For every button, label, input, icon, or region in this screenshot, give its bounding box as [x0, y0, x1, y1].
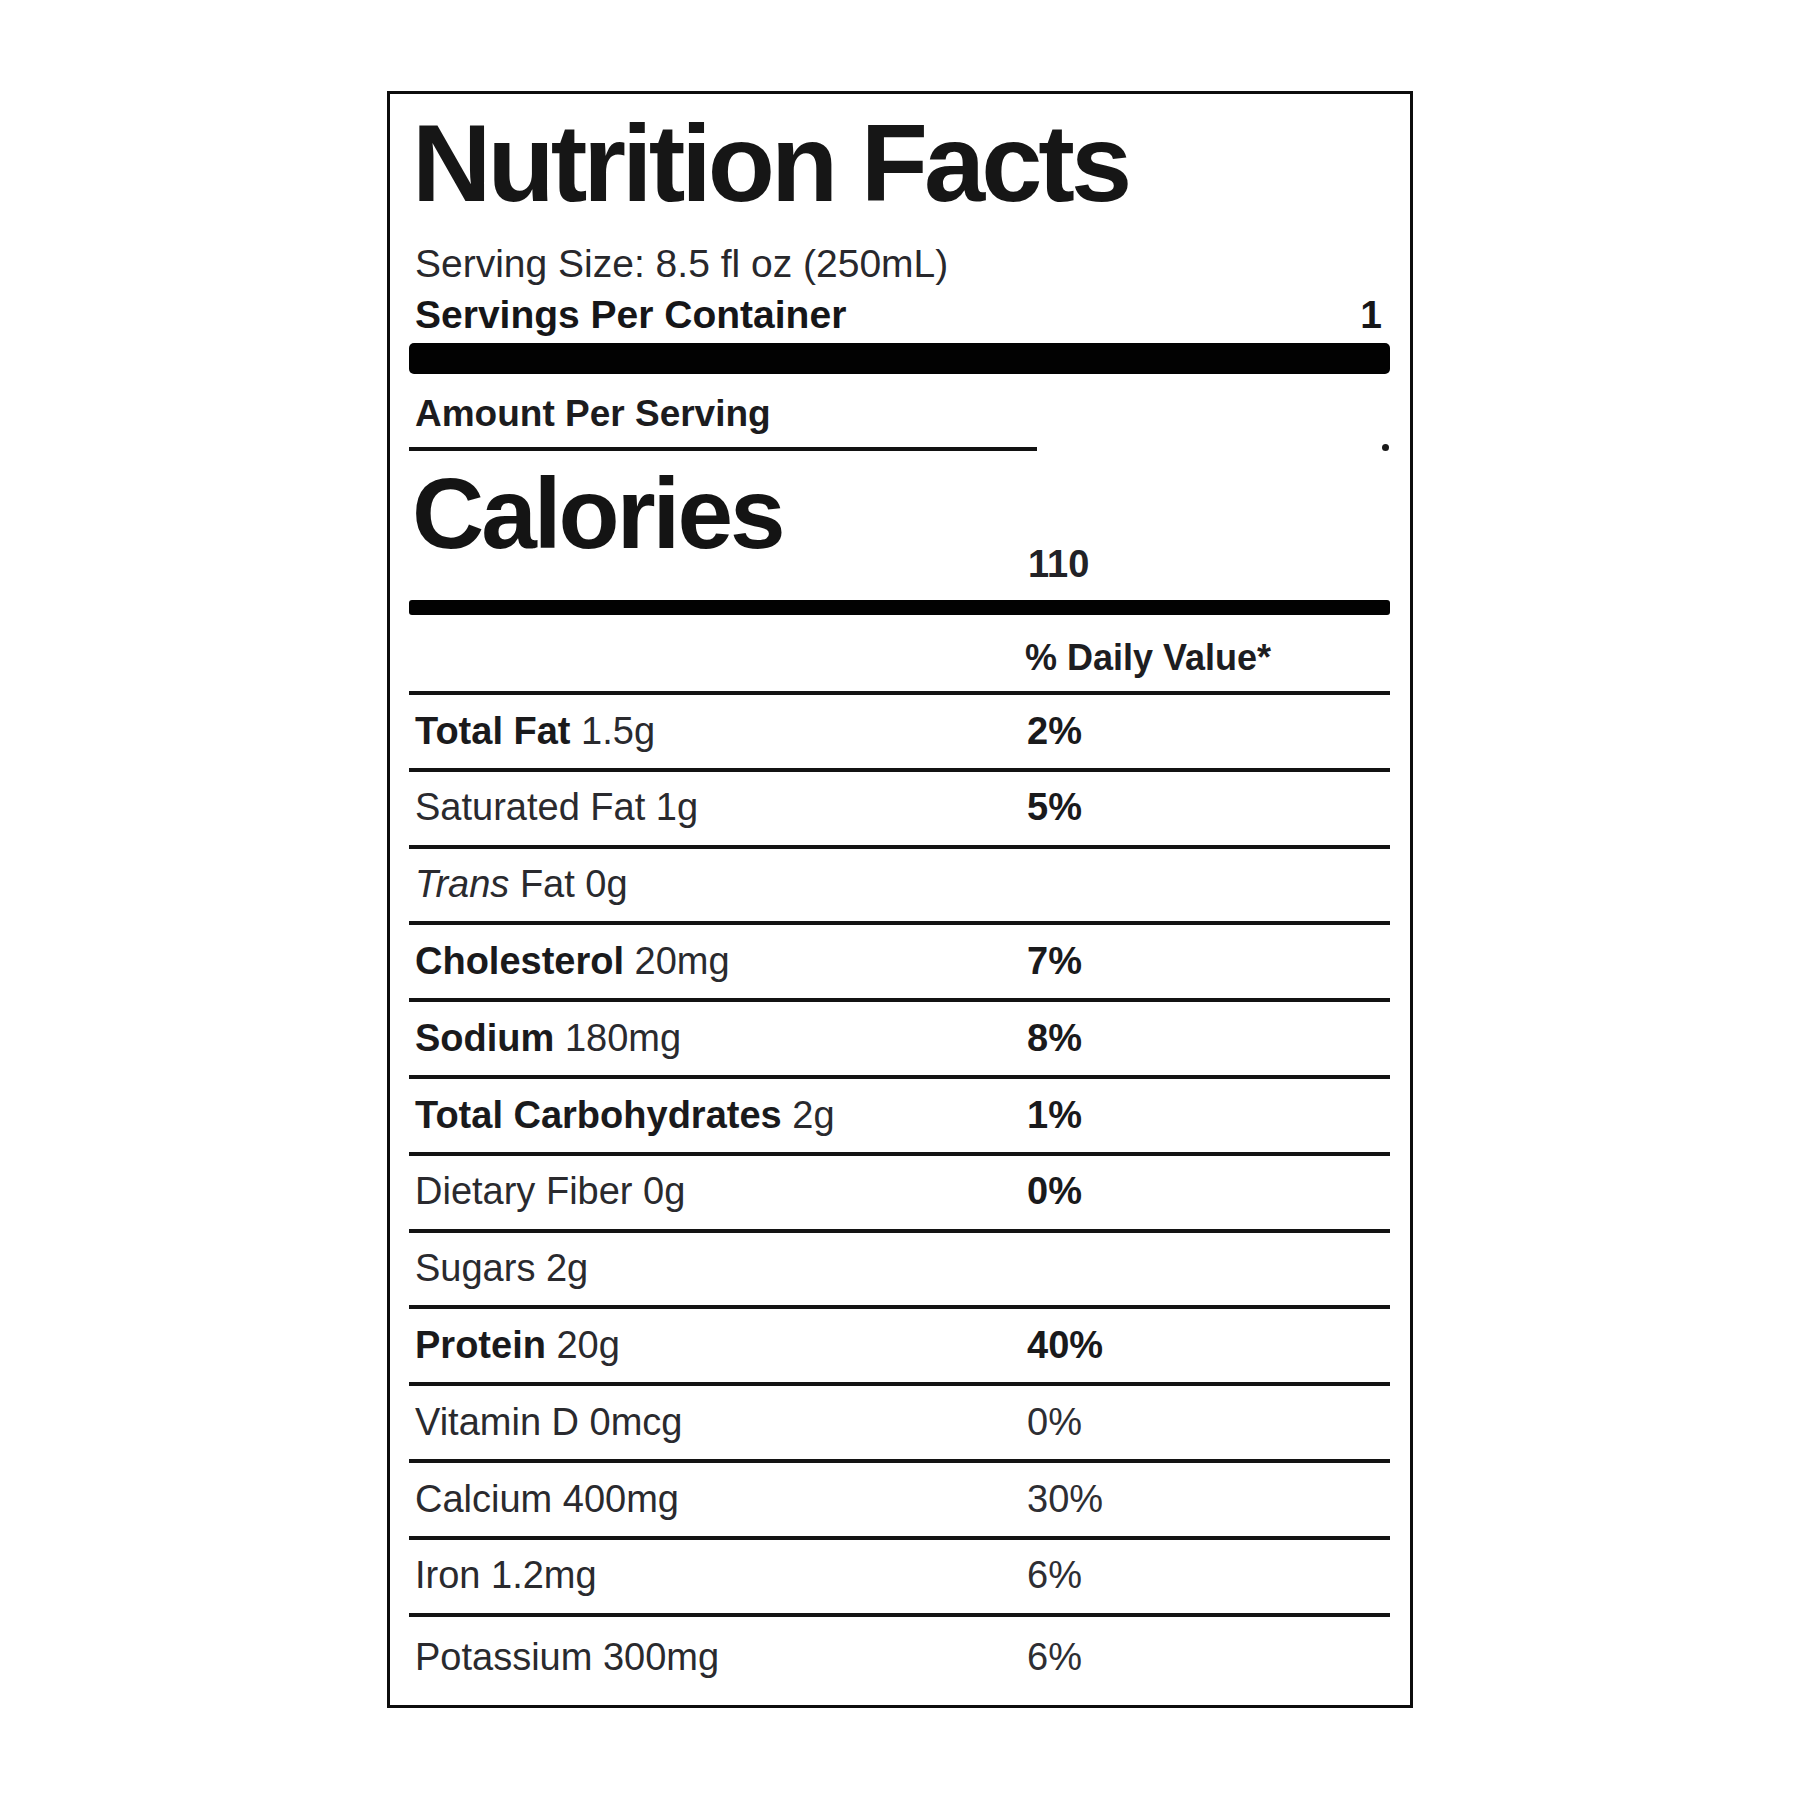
- nutrition-facts-label: Nutrition Facts Serving Size: 8.5 fl oz …: [387, 91, 1413, 1708]
- nutrient-name-rest: 20g: [546, 1324, 620, 1366]
- nutrient-daily-value: 40%: [1027, 1323, 1103, 1369]
- nutrient-name-rest: Fat 0g: [509, 863, 627, 905]
- nutrient-name-rest: Potassium 300mg: [415, 1636, 719, 1678]
- servings-per-container-label: Servings Per Container: [415, 290, 846, 341]
- nutrient-row-protein: Protein 20g 40%: [409, 1305, 1390, 1382]
- nutrient-name-rest: Dietary Fiber 0g: [415, 1170, 685, 1212]
- nutrient-name-rest: 180mg: [554, 1017, 681, 1059]
- nutrient-daily-value: 2%: [1027, 709, 1082, 755]
- nutrient-daily-value: 7%: [1027, 939, 1082, 985]
- nutrient-name-strong: Total Carbohydrates: [415, 1094, 782, 1136]
- nutrient-row-iron: Iron 1.2mg 6%: [409, 1536, 1390, 1613]
- label-title: Nutrition Facts: [412, 100, 1128, 227]
- thick-divider-bar: [409, 343, 1390, 374]
- nutrient-row-trans-fat: Trans Fat 0g: [409, 845, 1390, 922]
- nutrient-name: Dietary Fiber 0g: [409, 1169, 685, 1215]
- medium-divider-bar: [409, 600, 1390, 615]
- calories-label: Calories: [412, 463, 783, 563]
- daily-value-header: % Daily Value*: [1025, 635, 1271, 682]
- nutrient-name: Iron 1.2mg: [409, 1553, 597, 1599]
- nutrient-daily-value: 1%: [1027, 1093, 1082, 1139]
- nutrient-name-rest: Vitamin D 0mcg: [415, 1401, 683, 1443]
- nutrient-row-saturated-fat: Saturated Fat 1g 5%: [409, 768, 1390, 845]
- nutrient-row-total-fat: Total Fat 1.5g 2%: [409, 691, 1390, 768]
- nutrient-name: Trans Fat 0g: [409, 862, 628, 908]
- nutrient-daily-value: 8%: [1027, 1016, 1082, 1062]
- nutrient-table: Total Fat 1.5g 2% Saturated Fat 1g 5% Tr…: [409, 691, 1390, 1702]
- nutrient-daily-value: 0%: [1027, 1169, 1082, 1215]
- nutrient-name-rest: 20mg: [624, 940, 730, 982]
- nutrient-row-cholesterol: Cholesterol 20mg 7%: [409, 921, 1390, 998]
- nutrient-name-strong: Total Fat: [415, 710, 571, 752]
- nutrient-row-dietary-fiber: Dietary Fiber 0g 0%: [409, 1152, 1390, 1229]
- nutrient-row-sugars: Sugars 2g: [409, 1229, 1390, 1306]
- nutrient-daily-value: 6%: [1027, 1553, 1082, 1599]
- nutrient-name-italic: Trans: [415, 863, 509, 905]
- nutrient-name: Protein 20g: [409, 1323, 620, 1369]
- nutrient-name: Potassium 300mg: [409, 1635, 719, 1681]
- nutrient-row-sodium: Sodium 180mg 8%: [409, 998, 1390, 1075]
- serving-size-text: Serving Size: 8.5 fl oz (250mL): [415, 239, 948, 290]
- nutrient-name: Sugars 2g: [409, 1246, 588, 1292]
- nutrient-daily-value: 0%: [1027, 1400, 1082, 1446]
- nutrient-name: Saturated Fat 1g: [409, 785, 698, 831]
- nutrient-name: Cholesterol 20mg: [409, 939, 730, 985]
- servings-per-container-value: 1: [1360, 290, 1382, 341]
- nutrient-name: Total Fat 1.5g: [409, 709, 655, 755]
- nutrient-name-rest: Calcium 400mg: [415, 1478, 679, 1520]
- calories-value: 110: [1028, 542, 1089, 588]
- servings-per-container-row: Servings Per Container 1: [415, 290, 1382, 341]
- stray-print-dot: [1382, 444, 1389, 451]
- nutrient-name-strong: Sodium: [415, 1017, 554, 1059]
- nutrient-name: Calcium 400mg: [409, 1477, 679, 1523]
- nutrient-name-rest: 1.5g: [571, 710, 656, 752]
- nutrient-daily-value: 30%: [1027, 1477, 1103, 1523]
- nutrient-name-rest: Iron 1.2mg: [415, 1554, 597, 1596]
- nutrient-daily-value: 6%: [1027, 1635, 1082, 1681]
- amount-per-serving-label: Amount Per Serving: [415, 390, 771, 438]
- nutrient-row-potassium: Potassium 300mg 6%: [409, 1613, 1390, 1702]
- nutrient-name-rest: Sugars 2g: [415, 1247, 588, 1289]
- nutrient-row-calcium: Calcium 400mg 30%: [409, 1459, 1390, 1536]
- amount-per-serving-underline: [409, 447, 1037, 451]
- nutrient-daily-value: 5%: [1027, 785, 1082, 831]
- nutrient-name-strong: Cholesterol: [415, 940, 624, 982]
- page-background: { "label": { "title": "Nutrition Facts",…: [0, 0, 1800, 1800]
- nutrient-name: Sodium 180mg: [409, 1016, 681, 1062]
- nutrient-name: Vitamin D 0mcg: [409, 1400, 683, 1446]
- nutrient-row-total-carbohydrates: Total Carbohydrates 2g 1%: [409, 1075, 1390, 1152]
- nutrient-name-strong: Protein: [415, 1324, 546, 1366]
- nutrient-row-vitamin-d: Vitamin D 0mcg 0%: [409, 1382, 1390, 1459]
- nutrient-name-rest: 2g: [782, 1094, 835, 1136]
- nutrient-name-rest: Saturated Fat 1g: [415, 786, 698, 828]
- nutrient-name: Total Carbohydrates 2g: [409, 1093, 835, 1139]
